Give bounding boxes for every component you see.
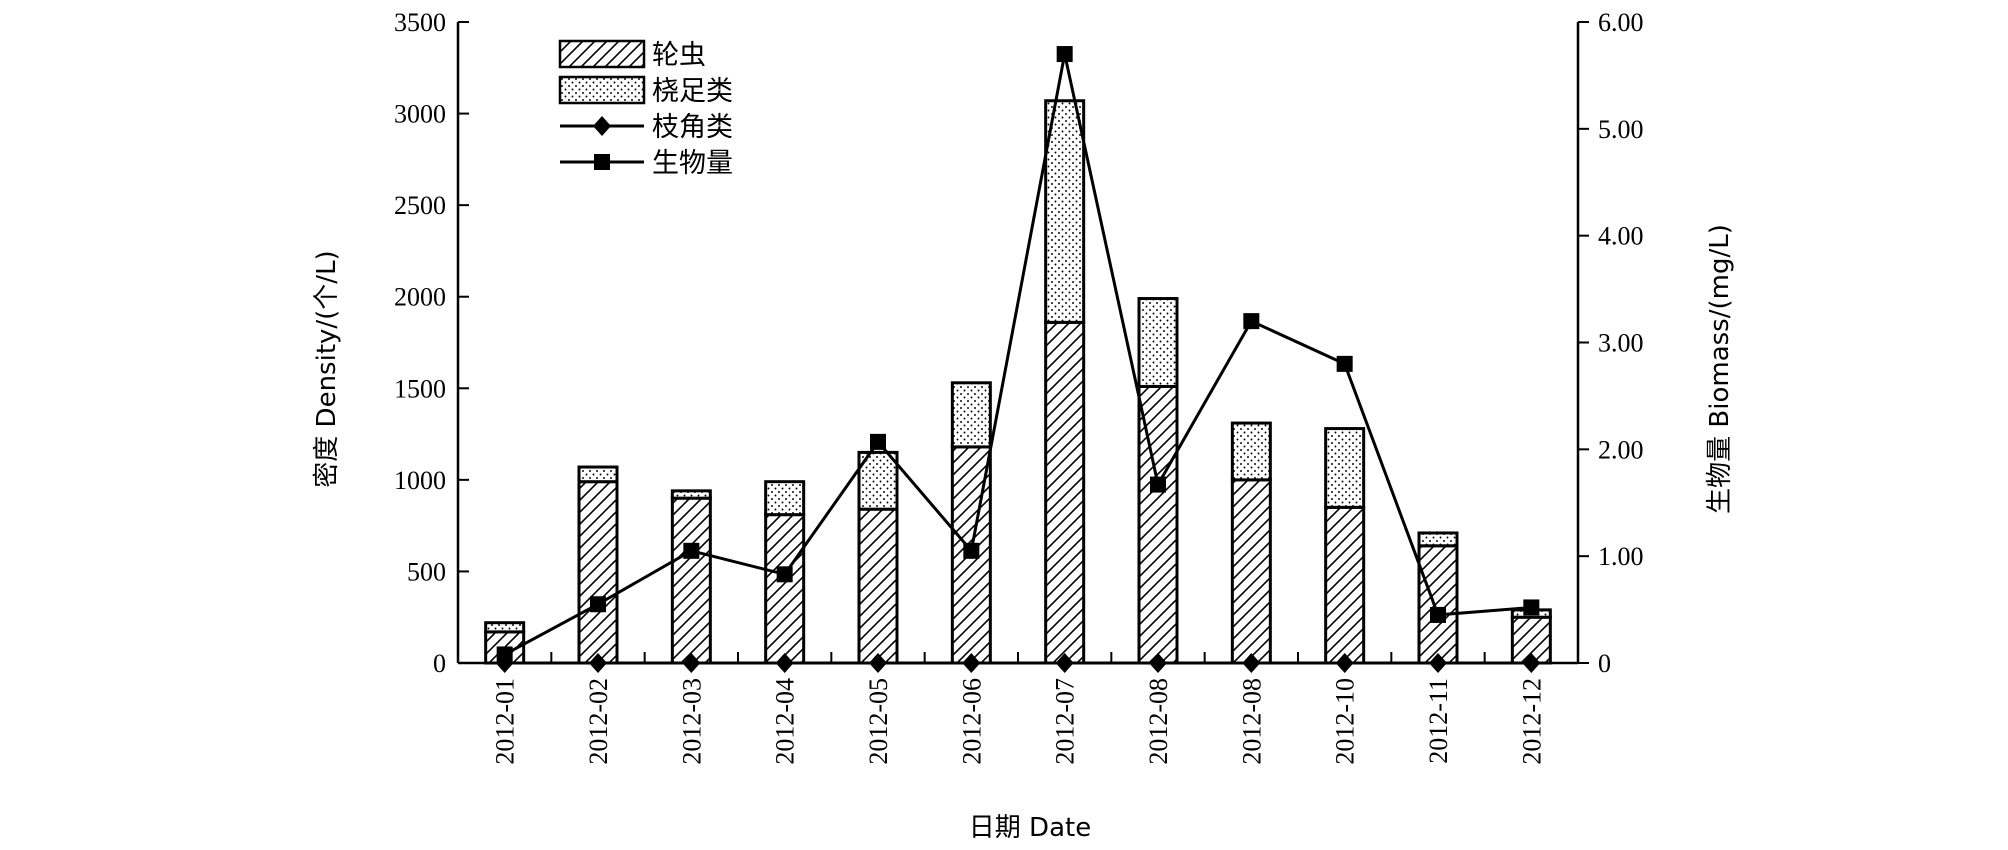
left-y-tick-label: 1000 xyxy=(394,466,446,495)
x-tick-label: 2012-03 xyxy=(677,678,706,765)
square-marker xyxy=(1336,355,1353,372)
left-y-tick-label: 3000 xyxy=(394,100,446,129)
bar-dots xyxy=(670,489,712,500)
diamond-marker xyxy=(589,653,607,673)
legend-label: 轮虫 xyxy=(652,40,706,71)
bar-dots xyxy=(1137,297,1179,388)
right-y-tick-label: 5.00 xyxy=(1598,115,1644,144)
diamond-marker xyxy=(682,653,701,673)
left-y-tick-label: 1500 xyxy=(394,374,446,403)
left-y-ticks: 0 500 1000 1500 2000 2500 3000 3500 xyxy=(394,8,469,678)
diamond-marker xyxy=(1055,653,1074,673)
right-y-tick-label: 0 xyxy=(1598,649,1611,678)
x-tick-label: 2012-05 xyxy=(864,678,893,765)
legend-diamond-marker xyxy=(593,116,611,136)
bar-dots xyxy=(1324,427,1366,509)
left-y-tick-label: 0 xyxy=(433,649,446,678)
x-tick-label: 2012-01 xyxy=(491,678,520,765)
bar-dots xyxy=(764,480,806,517)
axes xyxy=(456,22,1580,665)
legend-swatch-hatch xyxy=(558,39,646,69)
square-marker xyxy=(963,542,980,559)
bar-dots xyxy=(1230,421,1272,482)
bar-hatch xyxy=(670,496,712,665)
bar-hatch xyxy=(1044,320,1086,665)
x-tick-label: 2012-04 xyxy=(771,678,800,765)
x-tick-label: 2012-07 xyxy=(1051,678,1080,765)
left-y-tick-label: 3500 xyxy=(394,8,446,37)
left-y-tick-label: 2000 xyxy=(394,283,446,312)
y2-axis-title: 生物量 Biomass/(mg/L) xyxy=(1705,224,1735,514)
diamond-marker xyxy=(962,653,981,673)
bar-hatch xyxy=(764,513,806,665)
marker-layer xyxy=(495,46,1541,673)
diamond-marker xyxy=(775,653,794,673)
y-axis-title: 密度 Density/(个/L) xyxy=(312,250,342,487)
diamond-marker xyxy=(1242,653,1261,673)
diamond-marker xyxy=(1522,653,1541,673)
diamond-marker xyxy=(1335,653,1354,673)
bar-hatch xyxy=(1230,478,1272,665)
square-marker xyxy=(776,566,793,583)
square-marker xyxy=(1243,313,1260,330)
bar-dots xyxy=(1044,99,1086,324)
diamond-marker xyxy=(869,653,887,673)
right-y-tick-label: 6.00 xyxy=(1598,8,1644,37)
x-tick-label: 2012-08 xyxy=(1144,678,1173,765)
diamond-marker xyxy=(1429,653,1447,673)
legend-square-marker xyxy=(594,154,610,170)
right-y-ticks: 0 1.00 2.00 3.00 4.00 5.00 6.00 xyxy=(1578,8,1644,678)
legend-label: 枝角类 xyxy=(652,112,733,143)
square-marker xyxy=(683,542,700,559)
x-tick-label: 2012-11 xyxy=(1424,678,1453,764)
left-y-tick-label: 2500 xyxy=(394,191,446,220)
legend-swatch-dots xyxy=(558,75,646,105)
square-marker xyxy=(1150,476,1166,493)
x-tick-label: 2012-12 xyxy=(1517,678,1546,765)
square-marker xyxy=(590,596,606,613)
x-tick-label: 2012-02 xyxy=(584,678,613,765)
bar-dots xyxy=(1417,531,1459,548)
square-marker xyxy=(1523,599,1540,616)
right-y-tick-label: 4.00 xyxy=(1598,222,1644,251)
x-tick-label: 2012-08 xyxy=(1237,678,1266,765)
x-ticks: 2012-01 2012-02 2012-03 2012-04 2012-05 2012-… xyxy=(457,652,1579,765)
diamond-marker xyxy=(1149,653,1167,673)
legend-label: 生物量 xyxy=(652,148,733,179)
square-marker xyxy=(1430,606,1446,623)
line-layer xyxy=(503,53,1532,665)
x-axis-title: 日期 Date xyxy=(969,813,1091,843)
bar-hatch xyxy=(577,480,619,665)
left-y-tick-label: 500 xyxy=(407,557,446,586)
square-marker xyxy=(870,433,886,450)
series-line-square xyxy=(503,53,1532,656)
bar-dots xyxy=(484,621,526,634)
legend-label: 桡足类 xyxy=(652,76,733,107)
right-y-tick-label: 2.00 xyxy=(1598,435,1644,464)
right-y-tick-label: 3.00 xyxy=(1598,329,1644,358)
bar-hatch xyxy=(857,507,899,665)
x-tick-label: 2012-10 xyxy=(1331,678,1360,765)
bar-hatch xyxy=(1324,505,1366,665)
bar-dots xyxy=(950,381,992,449)
square-marker xyxy=(496,646,513,663)
x-tick-label: 2012-06 xyxy=(957,678,986,765)
bar-hatch xyxy=(1417,544,1459,665)
right-y-tick-label: 1.00 xyxy=(1598,542,1644,571)
square-marker xyxy=(1056,46,1073,63)
bar-dots xyxy=(577,465,619,484)
